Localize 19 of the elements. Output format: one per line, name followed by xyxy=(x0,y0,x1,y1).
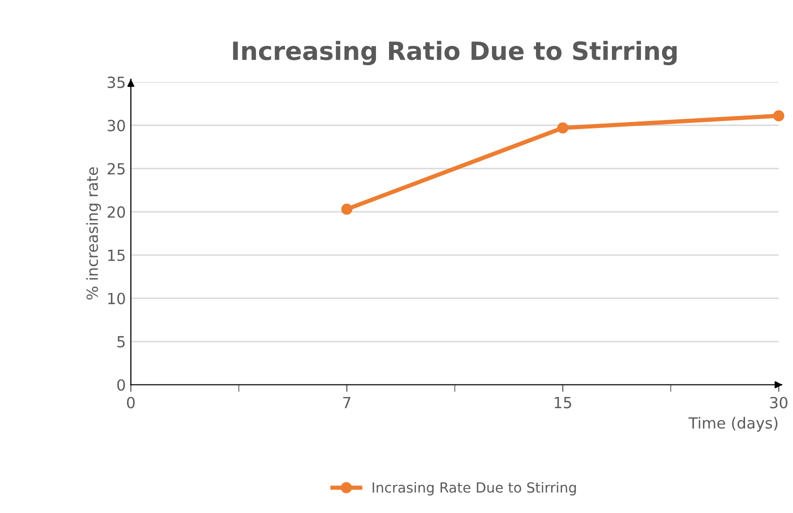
x-tick-label: 7 xyxy=(343,397,350,408)
x-tick-label: 15 xyxy=(554,397,572,408)
y-tick-label: 10 xyxy=(108,292,125,304)
y-axis-title: % increasing rate xyxy=(86,167,101,300)
x-axis-title: Time (days) xyxy=(688,416,778,432)
point xyxy=(341,204,352,215)
x-tick-label: 30 xyxy=(770,396,788,408)
y-tick-label: 25 xyxy=(108,163,125,175)
y-tick-label: 0 xyxy=(117,379,125,391)
point xyxy=(557,122,568,134)
y-tick-label: 35 xyxy=(108,76,125,88)
y-tick-label: 20 xyxy=(108,206,125,218)
y-tick-label: 15 xyxy=(108,250,125,262)
x-tick-label: 0 xyxy=(126,396,135,408)
point xyxy=(773,110,784,122)
y-tick-label: 5 xyxy=(117,336,125,348)
chart-title: Increasing Ratio Due to Stirring xyxy=(233,40,677,66)
legend-label: Incrasing Rate Due to Stirring xyxy=(372,482,576,496)
y-tick-label: 30 xyxy=(108,120,125,132)
